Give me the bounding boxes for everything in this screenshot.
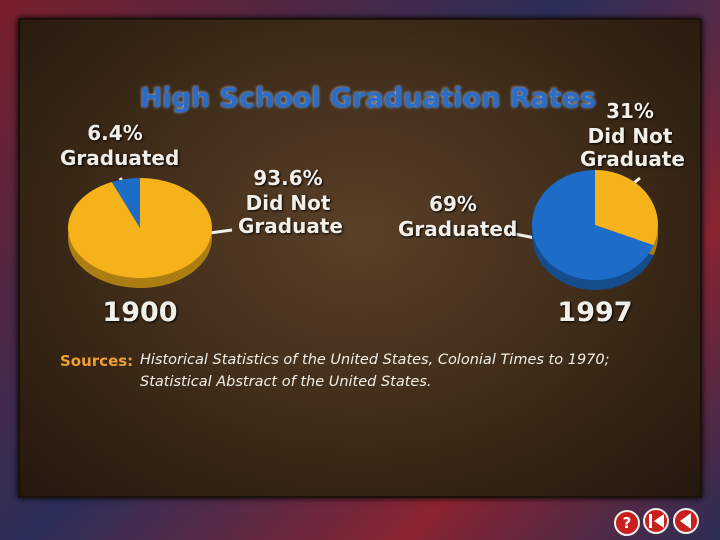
pie-slice xyxy=(111,178,140,228)
value-label: 6.4% xyxy=(87,121,143,145)
value-label: 93.6% xyxy=(253,166,323,190)
slice-label: Graduated xyxy=(398,217,518,241)
title: High School Graduation Rates xyxy=(139,83,597,114)
year-label: 1997 xyxy=(557,297,633,328)
source-line: Historical Statistics of the United Stat… xyxy=(140,352,610,368)
sources-label: Sources: xyxy=(60,352,134,370)
pie-slice xyxy=(595,169,658,246)
value-label: 69% xyxy=(429,192,477,216)
source-line: Statistical Abstract of the United State… xyxy=(140,374,432,390)
pie-slice xyxy=(67,178,212,278)
value-label: 31% xyxy=(606,99,654,123)
pie-slice xyxy=(532,170,654,280)
help-button[interactable]: ? xyxy=(614,510,640,536)
slice-label: Did Not Graduate xyxy=(238,191,343,238)
slice-label: Graduated xyxy=(60,146,180,170)
slice-label: Did Not Graduate xyxy=(580,124,685,171)
year-label: 1900 xyxy=(102,297,178,328)
